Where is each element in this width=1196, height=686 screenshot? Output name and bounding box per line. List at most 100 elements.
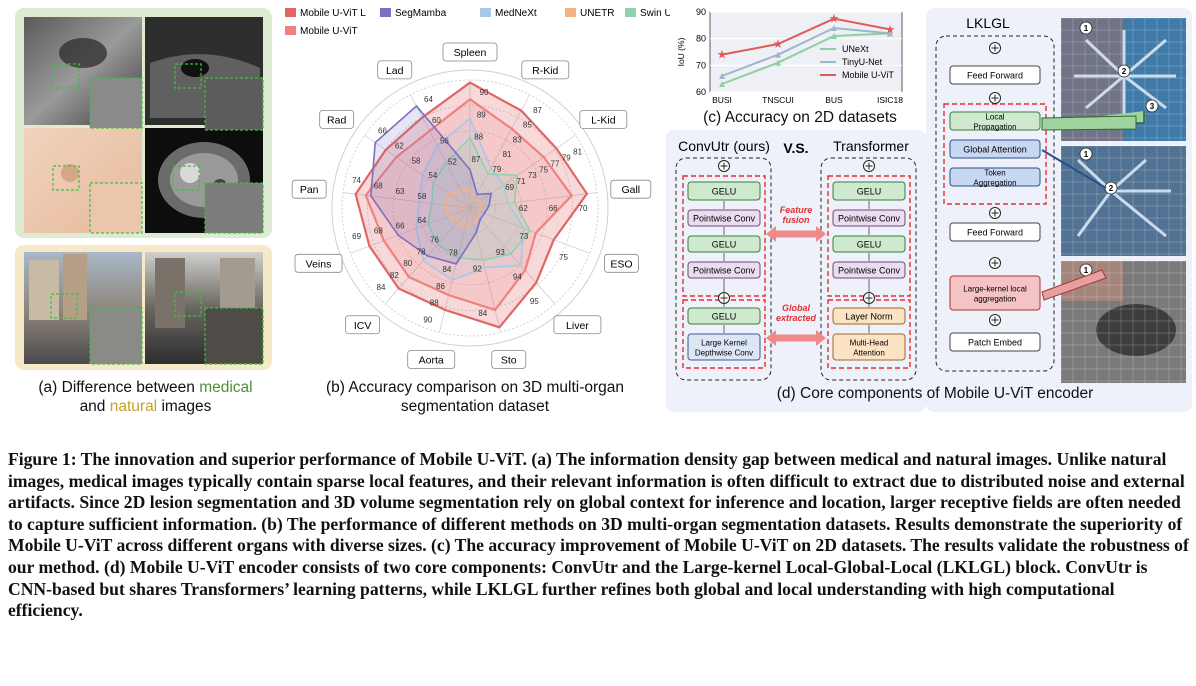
transformer-block bbox=[820, 157, 917, 381]
radar-tick: 81 bbox=[503, 150, 512, 159]
radar-tick: 77 bbox=[551, 159, 560, 168]
radar-axis-label: Gall bbox=[621, 184, 640, 196]
step-marker-label: 1 bbox=[1084, 150, 1089, 159]
radar-axis-box bbox=[407, 350, 456, 369]
radar-axis-label: ESO bbox=[610, 258, 632, 270]
radar-axis-box bbox=[345, 315, 380, 335]
panel-c-caption: (c) Accuracy on 2D datasets bbox=[703, 109, 897, 126]
block-label: Pointwise Conv bbox=[693, 214, 756, 224]
y-tick: 80 bbox=[696, 34, 706, 44]
radar-tick: 73 bbox=[528, 171, 537, 180]
line-legend-label: UNeXt bbox=[842, 44, 869, 54]
radar-axis-label: Lad bbox=[386, 65, 404, 77]
convutr-block bbox=[675, 157, 772, 381]
radar-tick: 75 bbox=[559, 253, 568, 262]
radar-tick: 66 bbox=[549, 204, 558, 213]
block-4 bbox=[832, 307, 906, 325]
radar-tick: 58 bbox=[412, 156, 421, 165]
radar-axis-box bbox=[604, 253, 639, 273]
radar-axis-label: Liver bbox=[566, 320, 589, 332]
line-series bbox=[721, 26, 891, 77]
legend-swatch bbox=[285, 8, 296, 17]
step-marker bbox=[1145, 99, 1159, 113]
block-label: Propagation bbox=[973, 123, 1016, 132]
radar-axis-box bbox=[319, 109, 355, 129]
radar-tick: 66 bbox=[378, 127, 387, 136]
line-marker: ★ bbox=[885, 22, 896, 36]
y-tick: 60 bbox=[696, 87, 706, 97]
block-label: Token bbox=[984, 169, 1005, 178]
lklgl-block-3 bbox=[949, 167, 1041, 187]
radar-tick: 69 bbox=[352, 232, 361, 241]
radar-tick: 64 bbox=[417, 216, 426, 225]
line-marker bbox=[775, 51, 781, 58]
block-5 bbox=[687, 333, 761, 361]
radar-tick: 68 bbox=[374, 181, 383, 190]
radar-tick: 85 bbox=[523, 121, 532, 130]
x-tick: BUSI bbox=[712, 95, 732, 105]
line-marker: ★ bbox=[717, 48, 728, 62]
radar-axis-label: R-Kid bbox=[532, 65, 558, 77]
radar-tick: 62 bbox=[519, 204, 528, 213]
radar-axis-label: L-Kid bbox=[591, 114, 616, 126]
radar-tick: 83 bbox=[513, 135, 522, 144]
block-label: GELU bbox=[712, 312, 737, 322]
lklgl-block-6 bbox=[949, 332, 1041, 352]
panel-d-caption: (d) Core components of Mobile U-ViT enco… bbox=[776, 385, 1094, 402]
radar-tick: 84 bbox=[478, 309, 487, 318]
radar-tick: 94 bbox=[513, 272, 522, 281]
block-label: GELU bbox=[857, 240, 882, 250]
line-series bbox=[721, 32, 891, 85]
radar-axis-box bbox=[377, 60, 413, 80]
radar-axis-label: Rad bbox=[327, 114, 346, 126]
radar-axis-label: Veins bbox=[306, 258, 332, 270]
legend-swatch bbox=[625, 8, 636, 17]
block-1 bbox=[687, 209, 761, 227]
legend-label: Mobile U-ViT bbox=[300, 26, 358, 37]
radar-axis-box bbox=[579, 109, 628, 129]
block-0 bbox=[832, 181, 906, 201]
step-marker-label: 1 bbox=[1084, 24, 1089, 33]
block-label: Global Attention bbox=[963, 145, 1027, 155]
line-marker: ★ bbox=[829, 12, 840, 26]
block-label: Large Kernel bbox=[701, 339, 747, 348]
lklgl-block-1 bbox=[949, 111, 1041, 131]
panel-a-caption: (a) Difference between medical and natur… bbox=[38, 379, 253, 415]
line-marker bbox=[719, 73, 725, 79]
line-marker bbox=[775, 59, 781, 66]
block-label: GELU bbox=[712, 187, 737, 197]
radar-tick: 81 bbox=[573, 147, 582, 156]
block-label: Layer Norm bbox=[845, 312, 892, 322]
radar-tick: 74 bbox=[352, 176, 361, 185]
figure-caption: Figure 1: The innovation and superior pe… bbox=[8, 449, 1189, 621]
block-label: aggregation bbox=[974, 295, 1016, 304]
block-label: GELU bbox=[712, 240, 737, 250]
panel-d-diagram: ConvUtr (ours) V.S. Transformer GELU Poin… bbox=[666, 8, 1192, 412]
radar-tick: 70 bbox=[579, 204, 588, 213]
radar-tick: 69 bbox=[505, 183, 514, 192]
radar-tick: 71 bbox=[517, 177, 526, 186]
vs-label: V.S. bbox=[783, 140, 808, 156]
block-label: Feed Forward bbox=[967, 228, 1023, 238]
block-label: Pointwise Conv bbox=[838, 266, 901, 276]
legend-label: SegMamba bbox=[395, 8, 447, 19]
legend-swatch bbox=[480, 8, 491, 17]
radar-axis-box bbox=[491, 350, 527, 369]
block-label: Attention bbox=[853, 349, 885, 358]
block-4 bbox=[687, 307, 761, 325]
legend-swatch bbox=[380, 8, 391, 17]
y-tick: 70 bbox=[696, 60, 706, 70]
x-tick: ISIC18 bbox=[877, 95, 903, 105]
x-tick: TNSCUI bbox=[762, 95, 794, 105]
radar-axis-box bbox=[291, 179, 327, 199]
radar-axis-label: Aorta bbox=[419, 354, 444, 366]
line-legend-label: TinyU-Net bbox=[842, 57, 883, 67]
block-1 bbox=[832, 209, 906, 227]
block-label: GELU bbox=[857, 187, 882, 197]
block-3 bbox=[687, 261, 761, 279]
radar-tick: 79 bbox=[562, 153, 571, 162]
legend-label: MedNeXt bbox=[495, 8, 537, 19]
block-5 bbox=[832, 333, 906, 361]
radar-axis-label: Sto bbox=[501, 354, 517, 366]
block-label: Patch Embed bbox=[968, 338, 1022, 348]
